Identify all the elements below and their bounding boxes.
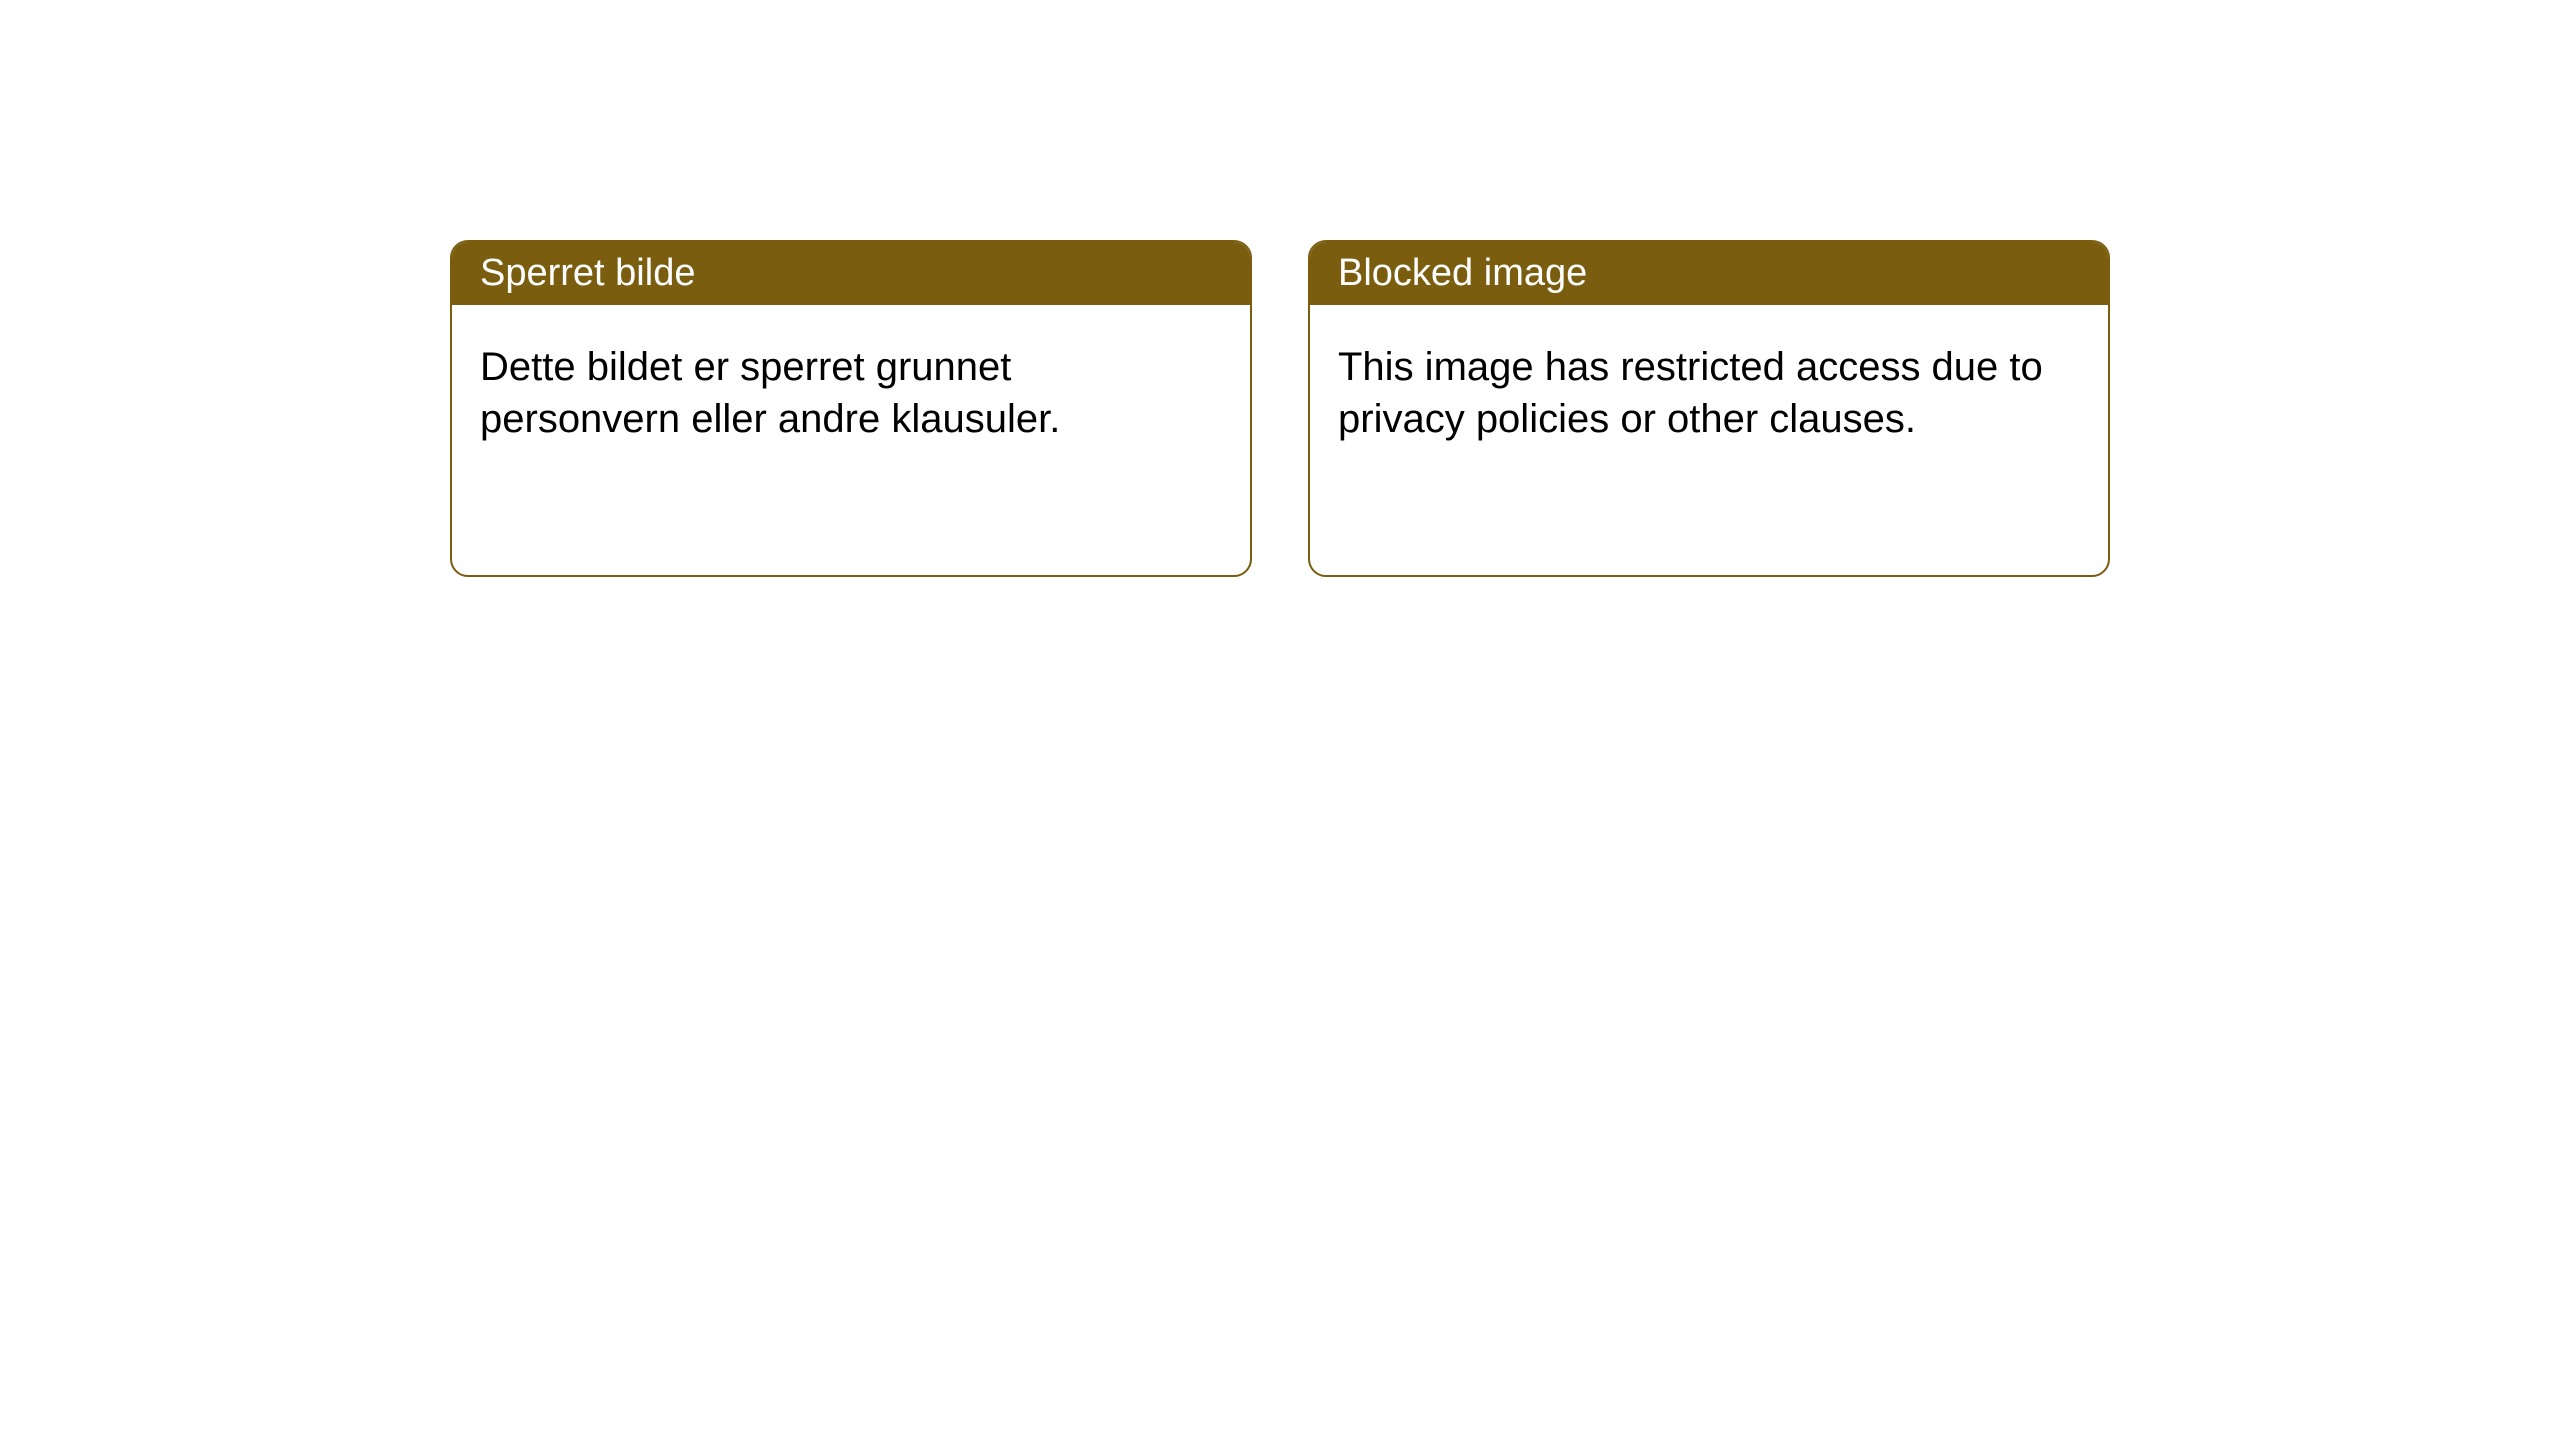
cards-container: Sperret bilde Dette bildet er sperret gr… [450,240,2110,577]
blocked-image-card-no: Sperret bilde Dette bildet er sperret gr… [450,240,1252,577]
card-body: This image has restricted access due to … [1310,305,2108,575]
card-header: Sperret bilde [452,242,1250,305]
card-header: Blocked image [1310,242,2108,305]
card-body: Dette bildet er sperret grunnet personve… [452,305,1250,575]
blocked-image-card-en: Blocked image This image has restricted … [1308,240,2110,577]
